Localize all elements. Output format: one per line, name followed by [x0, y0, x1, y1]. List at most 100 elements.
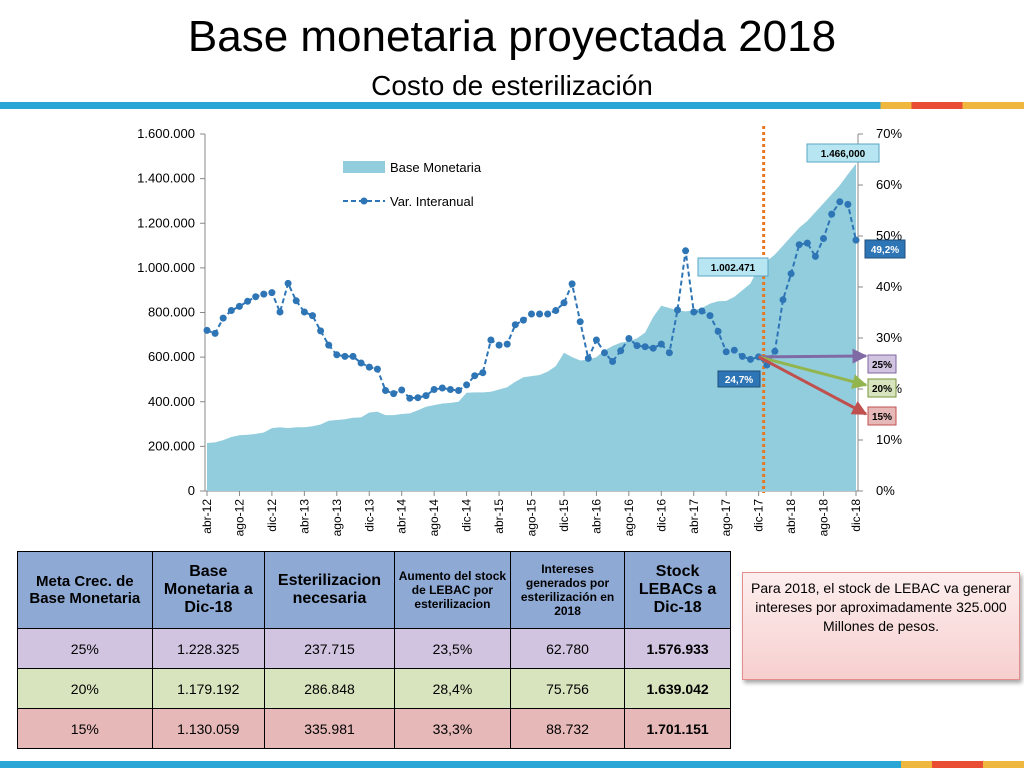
var-interanual-point: [811, 252, 819, 260]
var-interanual-point: [211, 329, 219, 337]
footer-accent-band: [0, 761, 1024, 768]
var-interanual-point: [560, 299, 568, 307]
y-left-tick-label: 800.000: [148, 305, 195, 320]
callout-var-dic17-label: 24,7%: [725, 375, 753, 386]
table-cell: 237.715: [264, 628, 395, 669]
var-interanual-point: [357, 359, 365, 367]
table-cell: 286.848: [264, 668, 395, 709]
var-interanual-point: [592, 336, 600, 344]
var-interanual-point: [487, 336, 495, 344]
var-interanual-point: [852, 236, 860, 244]
table-cell: 1.130.059: [151, 708, 266, 749]
var-interanual-point: [292, 297, 300, 305]
y-right-tick-label: 30%: [876, 330, 902, 345]
y-left-tick-label: 0: [188, 483, 195, 498]
var-interanual-point: [455, 387, 462, 394]
x-tick-label: ago-12: [232, 499, 246, 537]
var-interanual-point: [641, 343, 649, 351]
y-right-tick-label: 40%: [876, 279, 902, 294]
var-interanual-point: [227, 307, 235, 314]
table-cell: 1.639.042: [624, 668, 731, 709]
scenario-25-box: [867, 354, 897, 374]
header-intereses: Intereses generados por esterilización e…: [509, 551, 626, 629]
var-interanual-point: [576, 318, 584, 326]
var-interanual-point: [779, 296, 787, 304]
y-right-tick-label: 50%: [876, 228, 902, 243]
callout-base-dic18-box: [806, 143, 880, 163]
var-interanual-point: [844, 200, 852, 208]
x-tick-label: abr-18: [784, 499, 798, 534]
x-tick-label: ago-13: [330, 499, 344, 537]
var-interanual-point: [284, 279, 292, 287]
y-right-tick-label: 60%: [876, 177, 902, 192]
var-interanual-point: [674, 306, 681, 314]
var-interanual-point: [787, 270, 795, 278]
var-interanual-point: [682, 247, 690, 255]
table-row: 15% 1.130.059 335.981 33,3% 88.732 1.701…: [17, 708, 731, 749]
table-header-row: Meta Crec. de Base Monetaria Base Moneta…: [17, 551, 731, 629]
var-interanual-point: [276, 308, 284, 316]
var-interanual-point: [438, 384, 446, 392]
var-interanual-point: [730, 346, 738, 354]
var-interanual-point: [325, 341, 333, 349]
var-interanual-point: [373, 365, 381, 373]
var-interanual-point: [803, 239, 811, 247]
header-stock-lebacs: Stock LEBACs a Dic-18: [624, 551, 731, 629]
table-cell: 33,3%: [393, 708, 511, 749]
scenario-15-arrow: [757, 355, 868, 416]
interest-note-box: Para 2018, el stock de LEBAC va generar …: [742, 572, 1020, 680]
x-tick-label: ago-14: [427, 499, 441, 537]
base-monetaria-area: [207, 163, 856, 491]
var-interanual-point: [463, 381, 471, 389]
callout-var-dic18-box: [864, 239, 906, 259]
var-interanual-point: [349, 352, 357, 360]
x-tick-label: dic-14: [460, 499, 474, 532]
x-tick-label: abr-12: [200, 499, 214, 534]
var-interanual-point: [300, 308, 308, 316]
var-interanual-point: [820, 235, 827, 242]
var-interanual-point: [738, 352, 746, 360]
y-right-tick-label: 70%: [876, 126, 902, 141]
x-tick-label: dic-13: [362, 499, 376, 532]
var-interanual-point: [398, 386, 406, 394]
var-interanual-point: [511, 321, 519, 329]
var-interanual-point: [568, 280, 576, 288]
var-interanual-point: [309, 312, 316, 320]
var-interanual-point: [414, 394, 422, 402]
var-interanual-point: [633, 342, 641, 350]
table-cell: 1.179.192: [151, 668, 266, 709]
x-tick-label: dic-17: [752, 499, 766, 532]
scenario-15-label: 15%: [872, 412, 892, 423]
y-left-tick-label: 1.600.000: [137, 126, 195, 141]
y-left-tick-label: 600.000: [148, 349, 195, 364]
table-cell: 88.732: [509, 708, 626, 749]
x-tick-label: abr-16: [589, 499, 603, 534]
var-interanual-point: [406, 394, 414, 402]
chart: 0 200.000 400.000 600.000 800.000 1.000.000 1.…: [137, 126, 906, 537]
x-tick-label: dic-16: [654, 499, 668, 532]
var-interanual-point: [601, 349, 608, 357]
var-interanual-point: [235, 302, 243, 310]
var-interanual-point: [714, 327, 722, 335]
y-left-tick-label: 400.000: [148, 394, 195, 409]
var-interanual-point: [698, 307, 706, 315]
scenario-table: Meta Crec. de Base Monetaria Base Moneta…: [17, 551, 731, 749]
var-interanual-point: [260, 290, 268, 298]
x-tick-label: ago-18: [817, 499, 831, 537]
callout-base-dic18-label: 1.466,000: [821, 149, 866, 160]
table-cell: 1.576.933: [624, 628, 731, 669]
var-interanual-point: [552, 307, 560, 314]
var-interanual-point: [828, 210, 836, 218]
var-interanual-point: [252, 293, 260, 301]
x-tick-label: abr-17: [687, 499, 701, 534]
y-right-tick-label: 0%: [876, 483, 895, 498]
callout-base-dic17-box: [697, 257, 769, 277]
x-tick-label: ago-16: [622, 499, 636, 537]
x-tick-label: abr-14: [395, 499, 409, 534]
var-interanual-point: [617, 347, 625, 355]
var-interanual-point: [341, 352, 349, 360]
table-cell: 23,5%: [393, 628, 511, 669]
page-subtitle: Costo de esterilización: [371, 70, 653, 101]
var-interanual-point: [536, 310, 544, 318]
var-interanual-point: [519, 316, 527, 324]
